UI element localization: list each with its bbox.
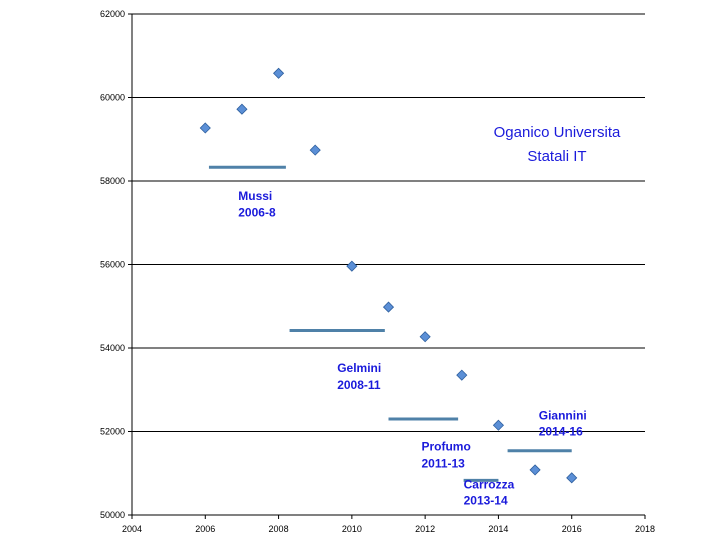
annotation-name: Profumo — [421, 440, 470, 454]
y-tick-labels: 50000 52000 54000 56000 58000 60000 62000 — [100, 9, 125, 520]
period-lines — [208, 165, 572, 482]
data-point — [199, 122, 211, 134]
y-tick-label: 56000 — [100, 260, 125, 270]
annotation-years: 2011-13 — [421, 456, 465, 470]
x-tick-label: 2014 — [488, 524, 508, 534]
y-tick-label: 60000 — [100, 93, 125, 103]
data-point — [492, 419, 504, 431]
x-tick-label: 2010 — [342, 524, 362, 534]
x-tick-labels: 2004 2006 2008 2010 2012 2014 2016 2018 — [122, 524, 655, 534]
data-point — [346, 260, 358, 272]
annotation-name: Carrozza — [464, 477, 515, 491]
annotation-years: 2006-8 — [238, 205, 276, 219]
chart-title-line-1: Oganico Universita — [494, 124, 621, 141]
y-tick-label: 50000 — [100, 510, 125, 520]
data-point — [236, 103, 248, 115]
annotation-years: 2013-14 — [464, 494, 508, 508]
data-point — [456, 369, 468, 381]
x-tick-label: 2012 — [415, 524, 435, 534]
annotation-name: Giannini — [539, 408, 587, 422]
x-tick-label: 2018 — [635, 524, 655, 534]
axes — [128, 13, 646, 519]
y-tick-label: 58000 — [100, 176, 125, 186]
annotation-years: 2014-16 — [539, 425, 583, 439]
y-tick-label: 62000 — [100, 9, 125, 19]
data-point — [566, 472, 578, 484]
data-point — [309, 144, 321, 156]
data-point — [382, 301, 395, 313]
data-point — [419, 331, 431, 343]
x-tick-label: 2008 — [269, 524, 289, 534]
data-point — [273, 67, 285, 79]
x-tick-label: 2004 — [122, 524, 142, 534]
x-tick-label: 2006 — [195, 524, 215, 534]
x-tick-label: 2016 — [562, 524, 582, 534]
annotation-name: Mussi — [238, 189, 272, 203]
chart-title-line-2: Statali IT — [527, 148, 586, 165]
annotation-years: 2008-11 — [337, 378, 381, 392]
y-tick-label: 52000 — [100, 427, 125, 437]
y-tick-label: 54000 — [100, 343, 125, 353]
data-point — [529, 464, 541, 476]
gridlines — [132, 13, 645, 432]
annotation-name: Gelmini — [337, 361, 381, 375]
data-points — [199, 67, 578, 484]
annotations: Mussi 2006-8 Gelmini 2008-11 Profumo 2011-13 C… — [238, 189, 586, 508]
